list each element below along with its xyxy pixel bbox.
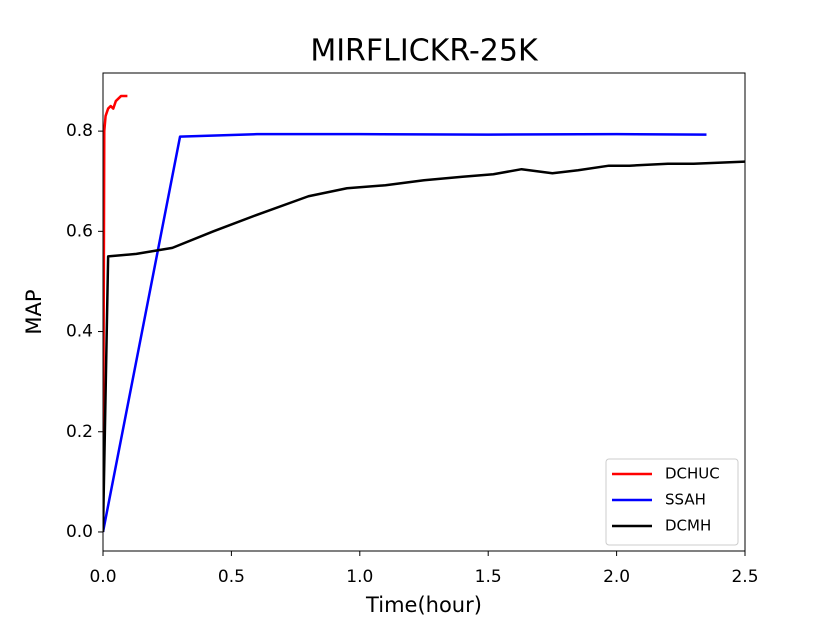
chart-title: MIRFLICKR-25K (310, 34, 539, 69)
x-tick-label: 0.0 (89, 567, 116, 587)
legend-label: SSAH (665, 491, 706, 509)
x-tick-label: 1.0 (346, 567, 373, 587)
series-line (103, 94, 128, 532)
series-line (103, 160, 745, 532)
x-tick-label: 0.5 (218, 567, 245, 587)
y-tick-label: 0.8 (66, 121, 93, 141)
legend-box (605, 458, 739, 546)
y-tick-label: 0.4 (66, 322, 93, 342)
x-axis-label: Time(hour) (365, 593, 482, 617)
y-tick-label: 0.6 (66, 221, 93, 241)
x-tick-label: 1.5 (475, 567, 502, 587)
y-tick-label: 0.0 (66, 522, 93, 542)
legend-label: DCHUC (665, 465, 720, 483)
y-tick-label: 0.2 (66, 422, 93, 442)
y-axis-label: MAP (22, 289, 46, 334)
plot-frame (102, 72, 746, 552)
x-tick-label: 2.0 (603, 567, 630, 587)
legend-label: DCMH (665, 517, 711, 535)
plot-lines (103, 94, 745, 533)
series-line (103, 132, 707, 533)
x-tick-label: 2.5 (731, 567, 758, 587)
